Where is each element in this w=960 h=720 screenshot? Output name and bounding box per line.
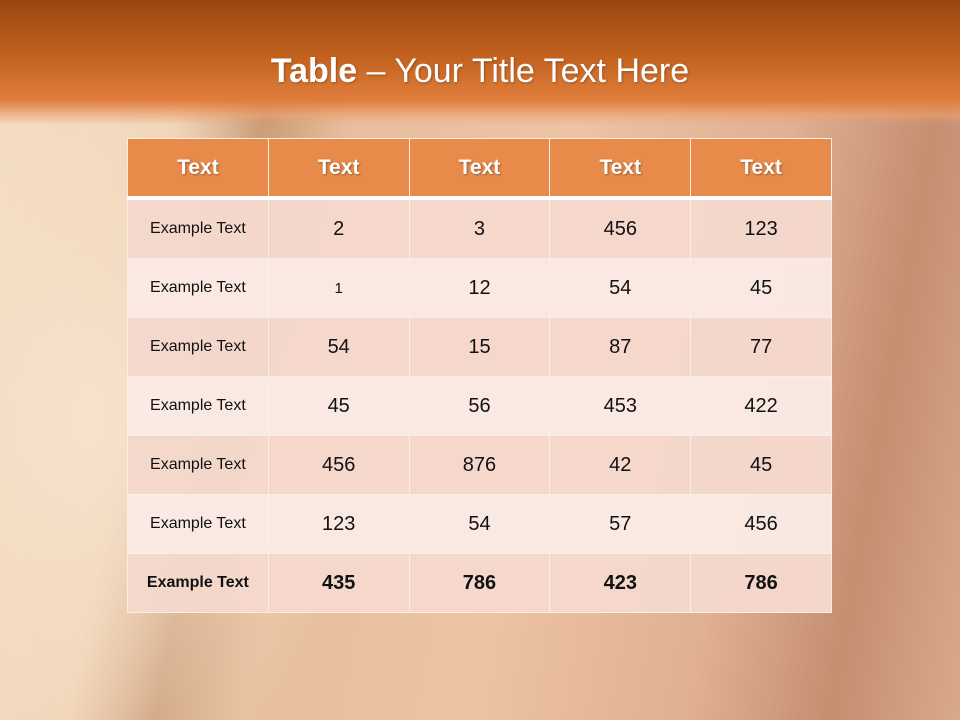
cell-value: 876: [408, 435, 551, 495]
cell-value: 45: [267, 376, 410, 436]
cell-value: 456: [690, 494, 832, 554]
cell-value: 56: [408, 376, 551, 436]
cell-value: 456: [549, 197, 692, 259]
cell-value: 422: [690, 376, 832, 436]
table-row: Example Text 456 876 42 45: [127, 435, 832, 495]
row-label: Example Text: [127, 317, 269, 377]
cell-value: 423: [549, 553, 692, 613]
slide-title: Table – Your Title Text Here: [0, 52, 960, 91]
cell-value: 57: [549, 494, 692, 554]
cell-value: 786: [690, 553, 832, 613]
column-header: Text: [690, 138, 832, 200]
cell-value: 123: [690, 197, 832, 259]
column-header: Text: [127, 138, 269, 200]
cell-value: 12: [408, 258, 551, 318]
table-row: Example Text 123 54 57 456: [127, 494, 832, 554]
table-row: Example Text 54 15 87 77: [127, 317, 832, 377]
cell-value: 1: [267, 258, 410, 318]
row-label: Example Text: [127, 376, 269, 436]
cell-value: 123: [267, 494, 410, 554]
cell-value: 453: [549, 376, 692, 436]
cell-value: 45: [690, 258, 832, 318]
title-band: [0, 0, 960, 125]
cell-value: 77: [690, 317, 832, 377]
row-label: Example Text: [127, 258, 269, 318]
header-row: Text Text Text Text Text: [127, 138, 832, 200]
cell-value: 786: [408, 553, 551, 613]
cell-value: 3: [408, 197, 551, 259]
cell-value: 45: [690, 435, 832, 495]
row-label: Example Text: [127, 494, 269, 554]
row-label: Example Text: [127, 553, 269, 613]
column-header: Text: [267, 138, 410, 200]
column-header: Text: [408, 138, 551, 200]
data-table: Text Text Text Text Text Example Text 2 3 456 12…: [127, 138, 832, 613]
row-label: Example Text: [127, 197, 269, 259]
cell-value: 15: [408, 317, 551, 377]
table-row: Example Text 1 12 54 45: [127, 258, 832, 318]
cell-value: 54: [549, 258, 692, 318]
cell-value: 456: [267, 435, 410, 495]
table-row: Example Text 45 56 453 422: [127, 376, 832, 436]
row-label: Example Text: [127, 435, 269, 495]
cell-value: 54: [408, 494, 551, 554]
cell-value: 87: [549, 317, 692, 377]
title-rest: – Your Title Text Here: [357, 52, 690, 90]
cell-value: 2: [267, 197, 410, 259]
total-row: Example Text 435 786 423 786: [127, 553, 832, 613]
cell-value: 42: [549, 435, 692, 495]
cell-value: 435: [267, 553, 410, 613]
column-header: Text: [549, 138, 692, 200]
cell-value: 54: [267, 317, 410, 377]
table-row: Example Text 2 3 456 123: [127, 197, 832, 259]
title-bold: Table: [270, 52, 358, 90]
